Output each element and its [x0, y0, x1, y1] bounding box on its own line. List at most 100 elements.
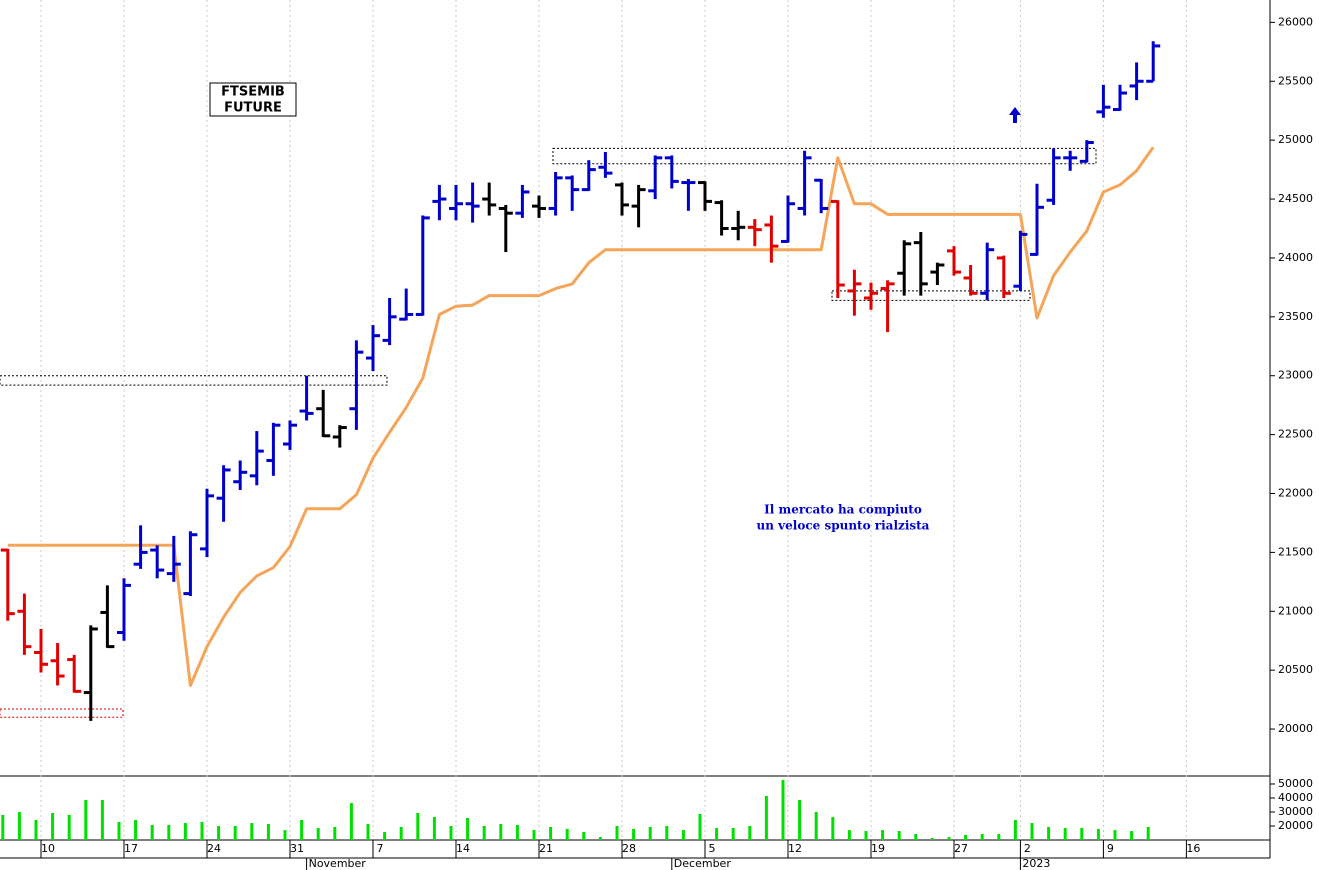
- y-tick-label: 25000: [1278, 133, 1313, 146]
- volume-bar: [217, 825, 221, 840]
- volume-bar: [51, 812, 55, 840]
- volume-bar: [449, 825, 453, 840]
- y-tick-label: 23000: [1278, 369, 1313, 382]
- period-label: November: [309, 857, 367, 870]
- x-tick-label: 12: [788, 842, 802, 855]
- volume-bar: [366, 824, 370, 840]
- volume-bar: [1130, 831, 1134, 840]
- y-tick-label: 24000: [1278, 251, 1313, 264]
- up-arrow: [1009, 107, 1021, 123]
- volume-bar: [665, 825, 669, 840]
- label-box: [209, 82, 297, 117]
- y-tick-label: 26000: [1278, 15, 1313, 28]
- x-tick-label: 19: [871, 842, 885, 855]
- volume-bar: [565, 828, 569, 840]
- volume-bar: [515, 825, 519, 840]
- y-tick-label: 23500: [1278, 310, 1313, 323]
- y-tick-label: 20000: [1278, 819, 1313, 832]
- stop-line: [7, 146, 1155, 687]
- x-tick-label: 17: [124, 842, 138, 855]
- volume-bar: [764, 796, 768, 840]
- volume-bar: [1030, 823, 1034, 840]
- volume-bar: [681, 830, 685, 840]
- x-tick-label: 21: [539, 842, 553, 855]
- volume-bar: [333, 826, 337, 840]
- label-box-line: FTSEMIB: [221, 85, 285, 100]
- volume-bar: [1013, 819, 1017, 840]
- volume-bar: [715, 827, 719, 840]
- period-label: 2023: [1022, 857, 1050, 870]
- annotation: un veloce spunto rialzista: [757, 519, 930, 533]
- volume-bar: [881, 830, 885, 840]
- volume-bar: [383, 832, 387, 840]
- volume-bar: [150, 825, 154, 840]
- volume-bar: [831, 817, 835, 840]
- volume-bar: [748, 825, 752, 840]
- volume-bar: [964, 834, 968, 840]
- y-tick-label: 24500: [1278, 192, 1313, 205]
- volume-bar: [930, 838, 934, 840]
- volume-bar: [532, 830, 536, 840]
- volume-bar: [731, 827, 735, 840]
- volume-bar: [582, 832, 586, 840]
- zone: [0, 375, 388, 386]
- volume-bar: [798, 799, 802, 840]
- x-tick-label: 7: [377, 842, 384, 855]
- zone: [552, 147, 1097, 165]
- x-tick-label: 31: [290, 842, 304, 855]
- volume-bar: [1113, 830, 1117, 840]
- volume-bar: [914, 833, 918, 840]
- volume-bar: [183, 823, 187, 840]
- volume-bar: [432, 817, 436, 840]
- x-tick-label: 27: [954, 842, 968, 855]
- volume-bar: [167, 825, 171, 840]
- volume-bar: [283, 830, 287, 840]
- x-tick-label: 10: [41, 842, 55, 855]
- volume-bar: [266, 824, 270, 840]
- period-label: December: [674, 857, 732, 870]
- x-tick-label: 16: [1186, 842, 1200, 855]
- volume-bar: [233, 825, 237, 840]
- volume-bar: [300, 819, 304, 840]
- volume-bar: [1047, 826, 1051, 840]
- volume-bar: [698, 813, 702, 840]
- y-tick-label: 25500: [1278, 74, 1313, 87]
- y-tick-label: 20500: [1278, 663, 1313, 676]
- volume-bar: [349, 803, 353, 840]
- x-tick-label: 24: [207, 842, 221, 855]
- y-tick-label: 20000: [1278, 722, 1313, 735]
- volume-bar: [316, 827, 320, 840]
- volume-bar: [947, 837, 951, 840]
- y-tick-label: 40000: [1278, 791, 1313, 804]
- volume-bar: [100, 799, 104, 840]
- volume-bar: [1080, 827, 1084, 840]
- x-tick-label: 2: [1024, 842, 1031, 855]
- y-tick-label: 22500: [1278, 428, 1313, 441]
- volume-bar: [632, 828, 636, 840]
- label-box-line: FUTURE: [224, 101, 282, 116]
- x-tick-label: 5: [709, 842, 716, 855]
- volume-bar: [84, 799, 88, 840]
- volume-bar: [1063, 827, 1067, 840]
- volume-bar: [847, 830, 851, 840]
- volume-bar: [67, 814, 71, 840]
- x-tick-label: 14: [456, 842, 470, 855]
- y-tick-label: 50000: [1278, 777, 1313, 790]
- volume-bar: [1, 814, 5, 840]
- volume-bar: [648, 826, 652, 840]
- volume-bar: [250, 823, 254, 840]
- volume-bar: [1096, 828, 1100, 840]
- x-tick-label: 9: [1107, 842, 1114, 855]
- volume-bar: [615, 825, 619, 840]
- volume-bar: [200, 821, 204, 840]
- volume-bar: [34, 819, 38, 840]
- volume-bar: [416, 812, 420, 840]
- volume-bar: [814, 811, 818, 840]
- volume-bar: [598, 837, 602, 840]
- volume-bar: [864, 831, 868, 840]
- volume-bar: [1146, 826, 1150, 840]
- volume-bar: [980, 833, 984, 840]
- volume-bar: [117, 821, 121, 840]
